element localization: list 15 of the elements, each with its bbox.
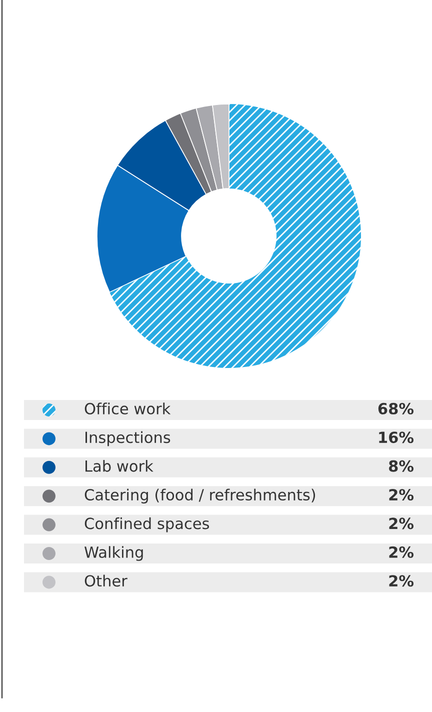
data-label: 16% [379,432,414,444]
legend-label: Other [84,574,128,587]
data-label: 8% [388,460,414,472]
legend-label: Office work [84,402,171,414]
data-label: 2% [389,575,414,587]
data-label: 68% [378,402,414,414]
legend-label: Lab work [86,460,154,472]
data-label: 2% [389,546,414,558]
legend-label: Catering (food / refreshments) [84,488,316,504]
legend-label: Inspections [86,431,170,446]
legend-label: Walking [84,546,143,561]
donut-slice [110,104,361,368]
legend-label: Confined spaces [84,517,209,532]
data-label: 2% [389,518,414,530]
data-label: 2% [389,488,414,501]
